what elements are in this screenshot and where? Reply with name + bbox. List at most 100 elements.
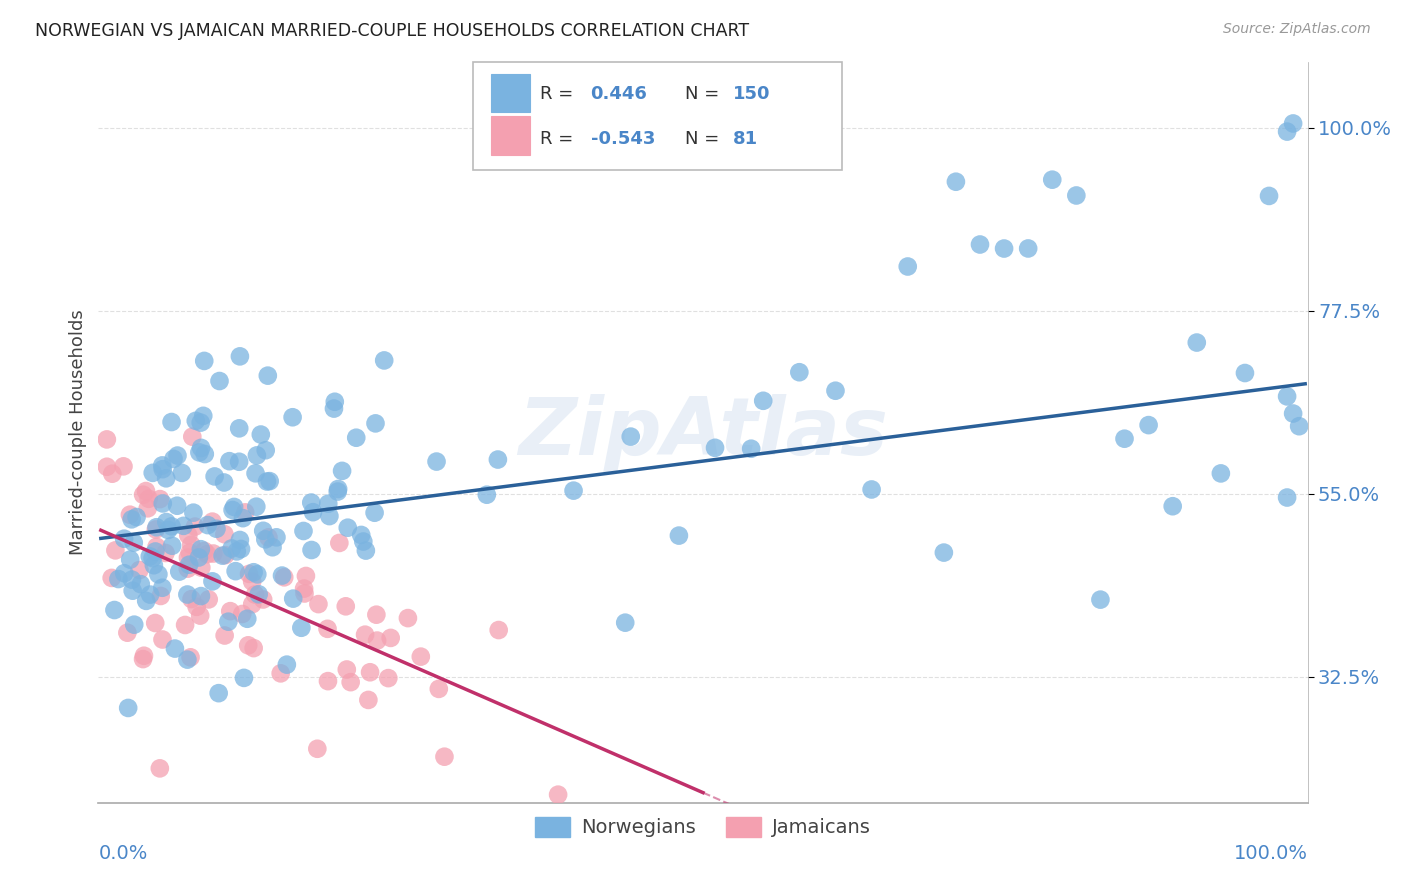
Point: [211, 549, 233, 563]
Point: [323, 401, 346, 416]
Point: [860, 483, 883, 497]
Point: [433, 749, 456, 764]
Point: [145, 544, 167, 558]
Text: ZipAtlas: ZipAtlas: [517, 393, 889, 472]
Point: [179, 546, 201, 560]
Text: R =: R =: [540, 129, 574, 148]
Point: [129, 577, 152, 591]
Point: [245, 500, 267, 514]
Point: [170, 466, 193, 480]
Point: [145, 520, 167, 534]
Point: [562, 483, 585, 498]
Point: [103, 603, 125, 617]
Point: [176, 652, 198, 666]
Point: [276, 657, 298, 672]
Point: [193, 354, 215, 368]
Point: [225, 564, 247, 578]
Point: [620, 429, 643, 443]
Point: [897, 260, 920, 274]
Point: [117, 625, 139, 640]
Point: [155, 471, 177, 485]
Point: [1233, 366, 1256, 380]
Point: [242, 566, 264, 580]
Point: [1185, 335, 1208, 350]
Point: [135, 594, 157, 608]
Point: [1209, 467, 1232, 481]
Point: [352, 534, 374, 549]
Text: N =: N =: [685, 86, 718, 103]
Point: [118, 508, 141, 522]
Point: [197, 592, 219, 607]
Point: [217, 615, 239, 629]
Point: [1090, 592, 1112, 607]
Point: [228, 421, 250, 435]
Point: [350, 528, 373, 542]
Point: [166, 449, 188, 463]
Text: N =: N =: [685, 129, 718, 148]
Point: [330, 464, 353, 478]
Point: [547, 788, 569, 802]
Point: [205, 522, 228, 536]
Point: [157, 523, 180, 537]
Point: [233, 671, 256, 685]
Point: [150, 458, 173, 473]
Point: [117, 701, 139, 715]
Point: [1137, 418, 1160, 433]
Point: [316, 674, 339, 689]
Point: [266, 530, 288, 544]
Text: 0.0%: 0.0%: [98, 844, 148, 863]
Point: [1275, 125, 1298, 139]
Point: [184, 414, 207, 428]
Point: [166, 499, 188, 513]
Point: [254, 443, 277, 458]
Text: Source: ZipAtlas.com: Source: ZipAtlas.com: [1223, 22, 1371, 37]
Point: [128, 563, 150, 577]
Point: [1282, 407, 1305, 421]
Point: [254, 533, 277, 547]
Point: [149, 589, 172, 603]
Point: [228, 455, 250, 469]
Point: [104, 543, 127, 558]
Point: [190, 441, 212, 455]
Point: [252, 592, 274, 607]
Point: [160, 415, 183, 429]
Point: [221, 503, 243, 517]
Point: [187, 550, 209, 565]
Point: [243, 588, 266, 602]
Point: [231, 607, 253, 621]
Point: [173, 519, 195, 533]
Point: [336, 663, 359, 677]
Point: [364, 417, 387, 431]
Point: [197, 518, 219, 533]
Point: [125, 510, 148, 524]
Point: [142, 558, 165, 573]
Point: [112, 566, 135, 581]
Point: [335, 599, 357, 614]
Point: [135, 483, 157, 498]
Point: [273, 570, 295, 584]
Point: [259, 474, 281, 488]
Point: [969, 237, 991, 252]
Point: [190, 542, 212, 557]
Point: [377, 671, 399, 685]
Point: [240, 597, 263, 611]
Point: [323, 394, 346, 409]
Point: [240, 574, 263, 589]
Point: [96, 433, 118, 447]
Point: [138, 491, 160, 506]
Point: [281, 410, 304, 425]
Point: [177, 561, 200, 575]
Point: [204, 469, 226, 483]
Point: [668, 528, 690, 542]
Point: [1288, 419, 1310, 434]
Point: [249, 427, 271, 442]
Text: 150: 150: [734, 86, 770, 103]
Point: [318, 509, 340, 524]
Point: [121, 573, 143, 587]
Point: [188, 608, 211, 623]
Point: [229, 541, 252, 556]
Point: [256, 475, 278, 489]
Point: [354, 628, 377, 642]
Point: [233, 505, 256, 519]
Point: [142, 551, 165, 566]
